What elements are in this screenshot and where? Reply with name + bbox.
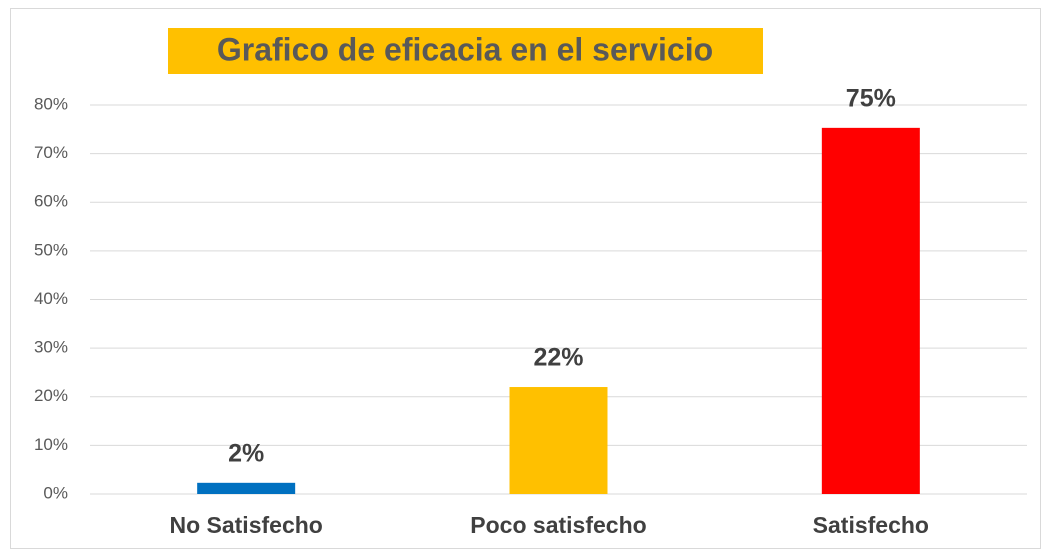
y-tick-label: 50% — [34, 240, 68, 259]
bar — [197, 482, 296, 494]
x-tick-label: Satisfecho — [813, 512, 929, 538]
y-tick-label: 70% — [34, 143, 68, 162]
title-background — [168, 28, 763, 74]
y-tick-label: 60% — [34, 192, 68, 211]
chart-title: Grafico de eficacia en el servicio — [217, 31, 713, 67]
bar — [509, 387, 608, 494]
y-tick-label: 40% — [34, 289, 68, 308]
y-tick-label: 20% — [34, 386, 68, 405]
value-label: 22% — [533, 344, 583, 372]
value-label: 2% — [228, 439, 264, 467]
bar — [821, 127, 920, 494]
x-tick-label: No Satisfecho — [169, 512, 322, 538]
y-tick-label: 30% — [34, 338, 68, 357]
value-label: 75% — [846, 84, 896, 112]
y-tick-label: 0% — [43, 483, 68, 502]
x-tick-label: Poco satisfecho — [470, 512, 646, 538]
y-tick-label: 10% — [34, 435, 68, 454]
y-tick-label: 80% — [34, 94, 68, 113]
